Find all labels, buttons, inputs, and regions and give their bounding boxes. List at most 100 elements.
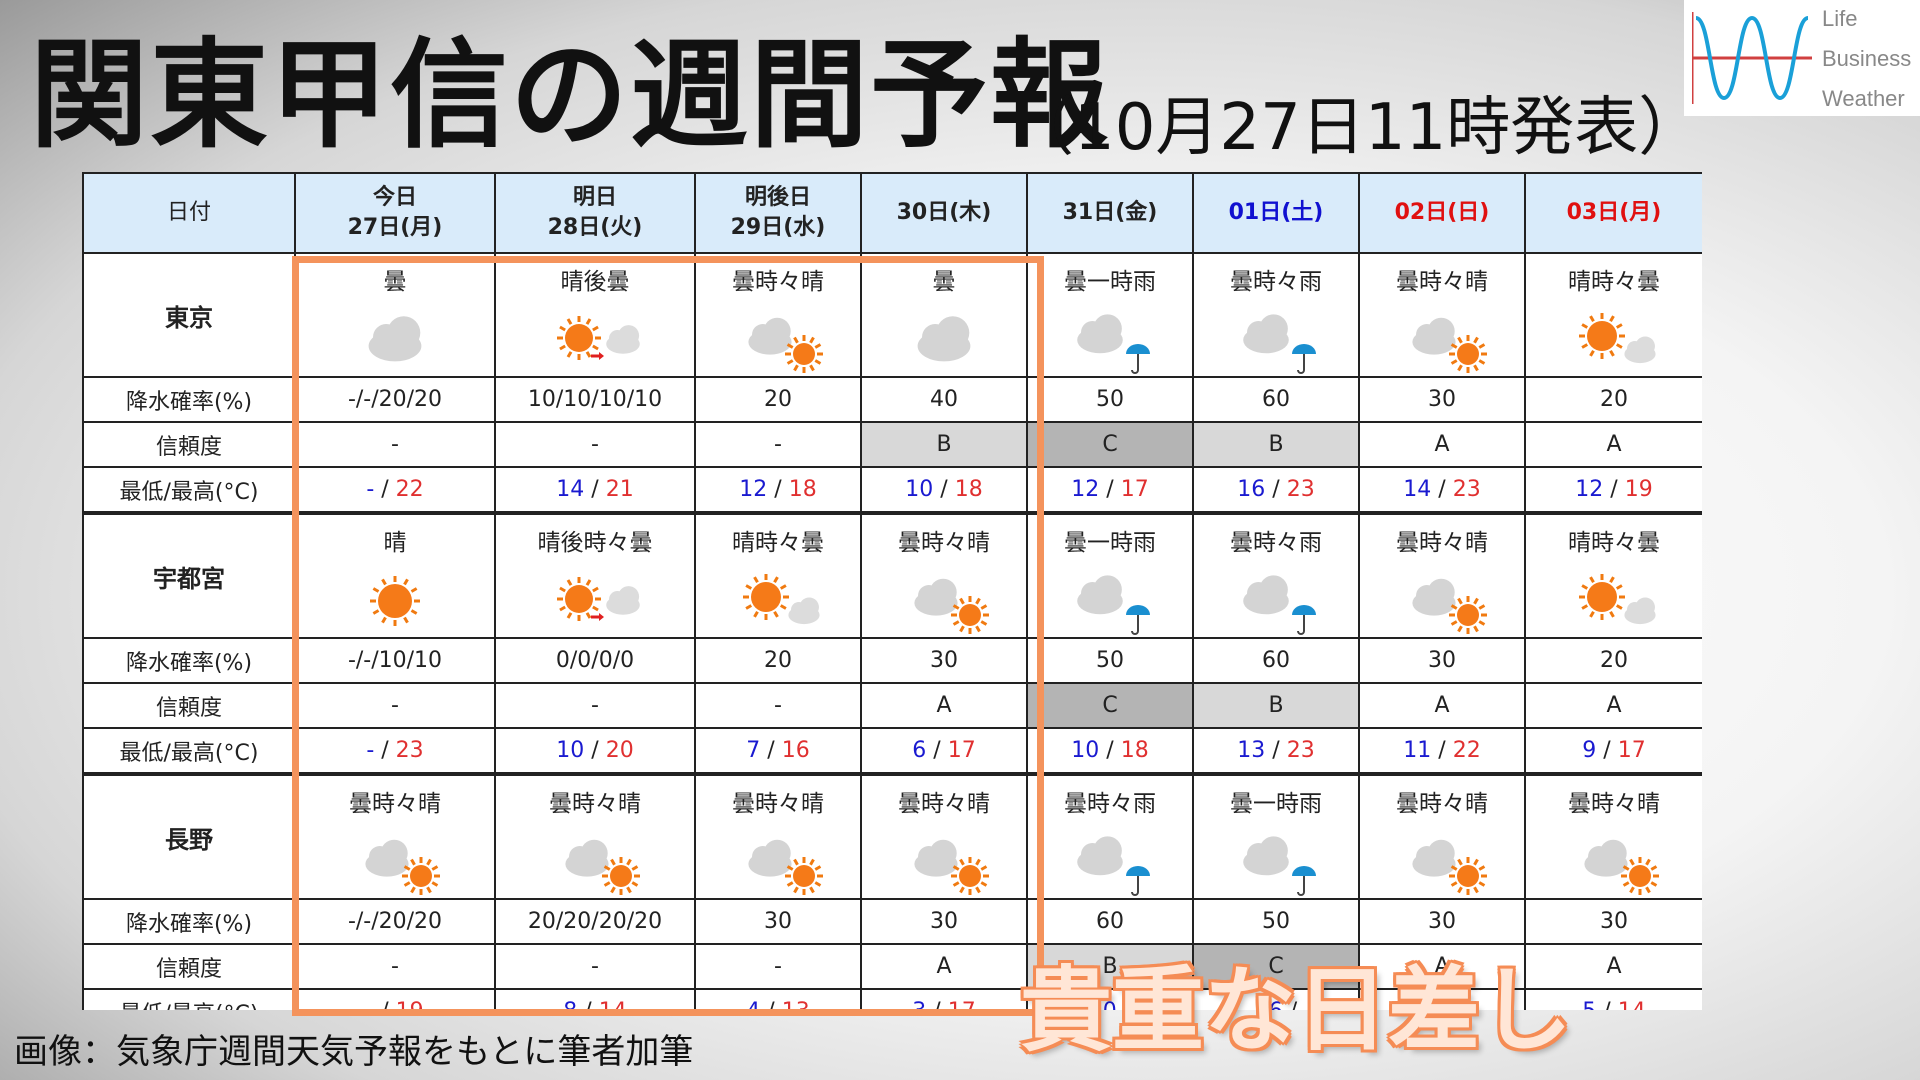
precip-cell: 40 <box>860 376 1028 423</box>
precip-cell: 50 <box>1026 376 1194 423</box>
reliability-cell: A <box>1358 943 1526 990</box>
day-header-3: 30日(木) <box>860 172 1028 254</box>
day-header-0: 今日 27日(月) <box>294 172 496 254</box>
day-header-7: 03日(月) <box>1524 172 1702 254</box>
temp-separator: / <box>1099 477 1121 502</box>
temp-max: 18 <box>788 477 817 502</box>
temp-max: 22 <box>1452 738 1481 763</box>
day-header-4: 31日(金) <box>1026 172 1194 254</box>
image-credit: 画像：気象庁週間天気予報をもとに筆者加筆 <box>14 1032 694 1072</box>
temp-cell: 12 / 17 <box>1026 466 1194 514</box>
temp-cell: 10 / 20 <box>494 727 696 775</box>
city-name: 東京 <box>82 252 296 378</box>
logo-text-life: Life <box>1822 6 1858 31</box>
weather-text: 曇時々雨 <box>1230 269 1322 295</box>
weather-cell: 曇時々雨 <box>1026 772 1194 900</box>
weather-cell: 曇時々晴 <box>1524 772 1702 900</box>
temp-max: 23 <box>1452 477 1481 502</box>
temp-min: 7 <box>746 738 761 763</box>
weather-text: 曇 <box>383 269 407 295</box>
weather-text: 曇時々晴 <box>549 791 641 817</box>
temp-cell: - / 23 <box>294 727 496 775</box>
cloud-sun-icon <box>565 839 640 895</box>
weather-text: 晴後時々曇 <box>537 530 653 556</box>
precip-label: 降水確率(%) <box>82 898 296 945</box>
weather-cell: 曇一時雨 <box>1192 772 1360 900</box>
temp-max: 23 <box>1286 738 1315 763</box>
cloud-sun-icon <box>914 839 989 895</box>
reliability-cell: A <box>1524 421 1702 468</box>
weather-text: 曇一時雨 <box>1230 791 1322 817</box>
temp-separator: / <box>1265 477 1287 502</box>
weather-text: 曇時々晴 <box>898 530 990 556</box>
weather-cell: 曇時々晴 <box>294 772 496 900</box>
weather-cell: 曇時々晴 <box>860 772 1028 900</box>
sun-cloud-icon <box>1579 313 1656 364</box>
weather-cell: 曇時々晴 <box>1358 772 1526 900</box>
weather-cell: 晴時々曇 <box>694 511 862 639</box>
logo-text-weather: Weather <box>1822 86 1905 111</box>
temp-min: 10 <box>556 738 585 763</box>
temp-label: 最低/最高(°C) <box>82 988 296 1010</box>
cloud-icon <box>368 316 422 362</box>
weather-cell: 晴後曇 <box>494 252 696 378</box>
precip-cell: 20/20/20/20 <box>494 898 696 945</box>
temp-min: 13 <box>1237 738 1266 763</box>
temp-cell: 10 / 18 <box>860 466 1028 514</box>
cloud-icon <box>917 316 971 362</box>
precip-cell: 30 <box>694 898 862 945</box>
cloud-sun-icon <box>914 578 989 634</box>
reliability-cell: - <box>694 682 862 729</box>
temp-separator: / <box>584 477 606 502</box>
temp-cell: 5 / 14 <box>1524 988 1702 1010</box>
weather-cell: 曇時々晴 <box>1358 252 1526 378</box>
reliability-cell: B <box>860 421 1028 468</box>
temp-separator: / <box>767 477 789 502</box>
temp-max: 18 <box>1120 738 1149 763</box>
weather-cell: 晴 <box>294 511 496 639</box>
callout-text: 貴重な日差し <box>1020 957 1573 1064</box>
temp-min: 12 <box>1575 477 1604 502</box>
weather-text: 曇時々晴 <box>732 791 824 817</box>
day-label: 今日 <box>372 185 417 211</box>
precip-row: 降水確率(%) -/-/10/10 0/0/0/0 20 30 50 60 30 20 <box>82 637 1702 684</box>
weather-cell: 曇 <box>860 252 1028 378</box>
precip-cell: 60 <box>1192 637 1360 684</box>
reliability-cell: A <box>860 943 1028 990</box>
sun-then-cloud-icon <box>557 577 640 621</box>
weather-row: 宇都宮 晴 晴後時々曇 晴時々曇 曇時々晴 曇一時雨 曇時々雨 曇時々晴 晴時々曇 <box>82 511 1702 639</box>
day-header-1: 明日 28日(火) <box>494 172 696 254</box>
precip-cell: 0/0/0/0 <box>494 637 696 684</box>
temp-min: 16 <box>1237 477 1266 502</box>
weather-cell: 曇時々雨 <box>1192 252 1360 378</box>
weather-text: 曇時々晴 <box>898 791 990 817</box>
temp-max: 20 <box>605 738 634 763</box>
precip-cell: 30 <box>1358 898 1526 945</box>
weather-cell: 曇一時雨 <box>1026 511 1194 639</box>
temp-cell: 10 / <box>1026 988 1194 1010</box>
cloud-rain-icon <box>1243 575 1316 635</box>
reliability-label: 信頼度 <box>82 421 296 468</box>
temp-cell: 14 / 23 <box>1358 466 1526 514</box>
temp-separator: / <box>1596 738 1618 763</box>
logo-text-business: Business <box>1822 46 1912 71</box>
temp-min: 8 <box>563 999 577 1010</box>
precip-cell: 20 <box>694 637 862 684</box>
weather-cell: 曇時々晴 <box>860 511 1028 639</box>
temp-separator: / <box>760 999 781 1010</box>
temp-max: 17 <box>1617 738 1646 763</box>
temp-cell: 16 / <box>1192 988 1360 1010</box>
temp-cell: 14 / 21 <box>494 466 696 514</box>
temp-min: - <box>366 477 375 502</box>
temp-separator: / <box>926 999 947 1010</box>
sun-cloud-icon <box>1579 574 1656 625</box>
temp-max: 16 <box>781 738 810 763</box>
temp-separator: / <box>584 738 606 763</box>
reliability-cell: C <box>1026 682 1194 729</box>
weather-row: 東京 曇 晴後曇 曇時々晴 曇 曇一時雨 曇時々雨 曇時々晴 晴時々曇 <box>82 252 1702 378</box>
temp-cell: 10 / 18 <box>1026 727 1194 775</box>
reliability-cell: - <box>694 421 862 468</box>
precip-cell: -/-/10/10 <box>294 637 496 684</box>
reliability-cell: A <box>1524 682 1702 729</box>
